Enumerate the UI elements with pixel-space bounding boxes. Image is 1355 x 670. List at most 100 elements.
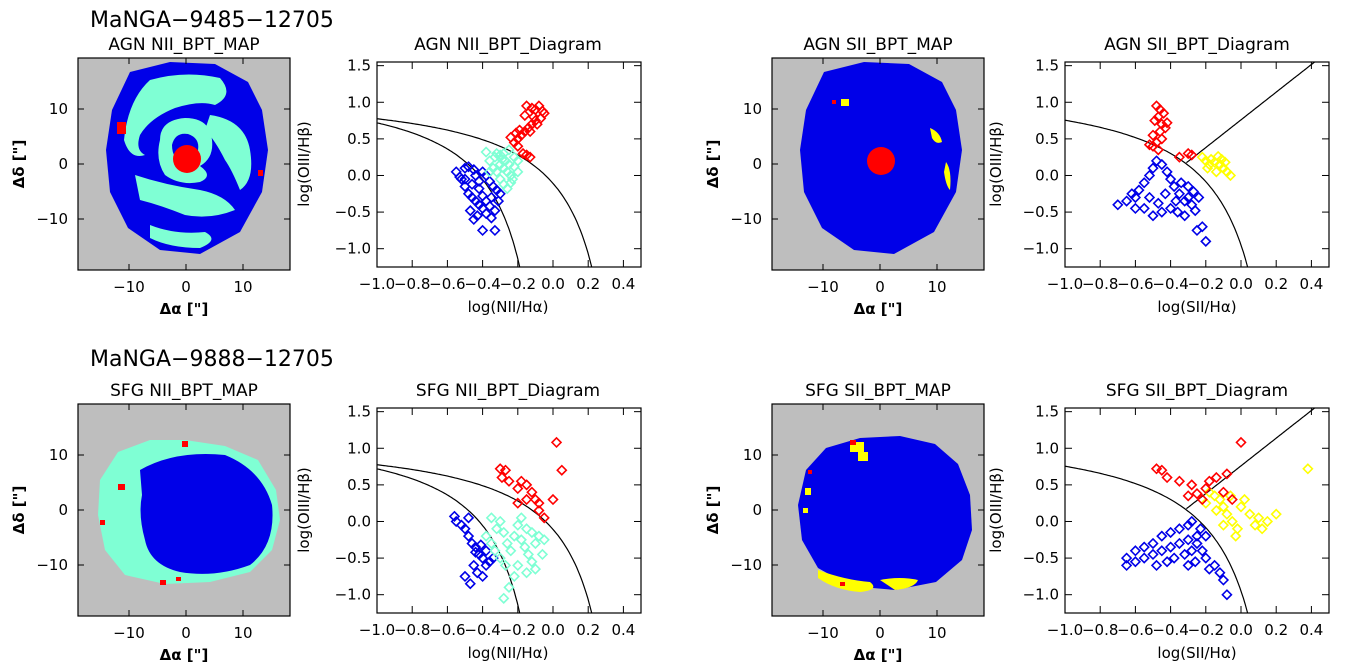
diagram-ticks: −1.0−0.8−0.6−0.4−0.2 0.0 0.2 0.41.51.00.50.… [1023,57,1329,293]
data-point-sfg [1191,530,1203,542]
data-point-sfg [1138,177,1150,189]
data-point-composite [520,523,533,535]
liner-spot [803,508,808,513]
data-point-sfg [1112,199,1124,211]
map-x-ticks: −10 0 10 [807,404,947,642]
data-point-sfg [468,213,480,226]
data-point-agn [519,109,531,122]
data-point-sfg [1147,162,1159,174]
data-point-sfg [1133,184,1145,196]
map-pixels [800,62,962,254]
data-point-composite [498,526,510,539]
liner-spot [841,99,849,106]
kauffmann-curve [377,122,521,267]
data-point-sfg [1217,574,1230,586]
y-tick-label: 10 [743,100,762,118]
data-point-sfg [1156,530,1168,542]
map-x-ticks: −10 0 10 [113,58,253,296]
map-y-ticks: 10 0 −10 [730,100,984,228]
x-axis-label: Δα ["] [160,646,209,664]
data-point-sfg [475,539,487,551]
panel-title: SFG SII_BPT_MAP [805,381,951,401]
x-tick-label: 0 [181,278,191,296]
data-point-sfg [459,162,471,174]
data-point-sfg [1173,523,1186,535]
data-point-sfg [476,552,489,564]
agn-spot [117,122,126,134]
liner-region [818,570,874,592]
data-point-liner [1252,512,1265,524]
data-point-liner [1226,515,1238,528]
data-point-agn [1226,493,1238,506]
data-point-agn [1152,144,1164,156]
data-point-sfg [1147,548,1159,561]
data-point-sfg [480,545,492,557]
data-point-agn [1161,471,1173,484]
data-point-agn [505,131,517,144]
data-point-composite [520,567,533,579]
agn-core [173,145,201,173]
y-tick-label: 1.5 [1035,403,1059,421]
data-point-sfg [1208,559,1221,572]
data-point-composite [480,146,492,158]
data-point-composite [505,545,517,557]
data-point-sfg [1200,552,1212,564]
x-tick-label: 0.2 [1264,621,1288,639]
data-point-sfg [1170,195,1182,207]
y-tick-label: 0 [58,501,68,519]
y-axis-label: Δδ ["] [10,486,28,535]
data-point-agn [1186,149,1198,161]
data-point-sfg [489,224,501,237]
data-point-agn [520,479,533,491]
data-point-composite [491,147,503,160]
x-tick-label: −0.6 [1117,275,1153,293]
data-point-agn [1147,140,1159,152]
y-tick-label: 1.5 [1035,57,1059,75]
liner-spot [930,128,942,143]
x-tick-label: −0.2 [500,621,536,639]
data-point-composite [485,537,498,550]
nii-diagram-panel: SFG NII_BPT_Diagram −1.0−0.8−0.6−0.4−0.2… [295,381,642,662]
data-point-agn [1186,479,1198,491]
x-tick-label: 0.2 [576,275,600,293]
data-point-composite [508,570,520,583]
data-point-composite [494,552,506,564]
data-point-liner [1217,501,1230,513]
data-point-sfg [489,204,501,217]
data-point-composite [485,512,498,524]
x-tick-label: −10 [807,278,839,296]
diagram-frame [376,407,642,614]
x-tick-label: 0.4 [611,621,635,639]
x-tick-label: −10 [807,624,839,642]
map-pixels [98,440,280,585]
y-tick-label: 1.0 [347,439,371,457]
data-point-agn [538,512,550,524]
data-point-sfg [1126,188,1138,200]
data-point-agn [520,100,533,112]
data-point-agn [499,464,512,476]
y-tick-label: −1.0 [335,586,371,604]
data-point-composite [498,592,510,604]
data-point-liner [1256,523,1268,535]
x-tick-label: 0.4 [611,275,635,293]
data-point-composite [512,519,524,531]
data-point-sfg [1150,559,1163,572]
data-point-agn [533,504,545,517]
y-tick-label: 1.0 [1035,93,1059,111]
data-point-sfg [1129,191,1142,204]
y-axis-label: Δδ ["] [704,140,722,189]
data-point-sfg [1175,177,1187,189]
diagram-frame [1064,407,1330,614]
data-point-sfg [1186,515,1198,528]
nii-map-panel: SFG NII_BPT_MAP −10 0 10 10 0 −10 [10,381,291,664]
data-point-sfg [1182,534,1194,546]
data-point-liner [1249,519,1261,531]
diagram-frame [1064,61,1330,268]
data-point-composite [512,155,524,167]
data-point-composite [496,153,508,166]
y-tick-label: −1.0 [335,240,371,258]
x-tick-label: 0.4 [1299,621,1323,639]
data-point-composite [526,556,538,568]
x-tick-label: −0.6 [429,621,465,639]
composite-region [205,115,252,190]
